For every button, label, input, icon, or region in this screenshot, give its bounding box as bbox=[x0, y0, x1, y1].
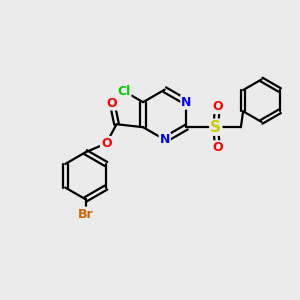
Text: S: S bbox=[210, 120, 221, 135]
Text: O: O bbox=[212, 100, 223, 113]
Text: O: O bbox=[101, 137, 112, 150]
Text: O: O bbox=[107, 97, 117, 110]
Text: N: N bbox=[160, 133, 170, 146]
Text: N: N bbox=[181, 96, 192, 109]
Text: O: O bbox=[212, 141, 223, 154]
Text: Br: Br bbox=[78, 208, 93, 220]
Text: Cl: Cl bbox=[117, 85, 130, 98]
